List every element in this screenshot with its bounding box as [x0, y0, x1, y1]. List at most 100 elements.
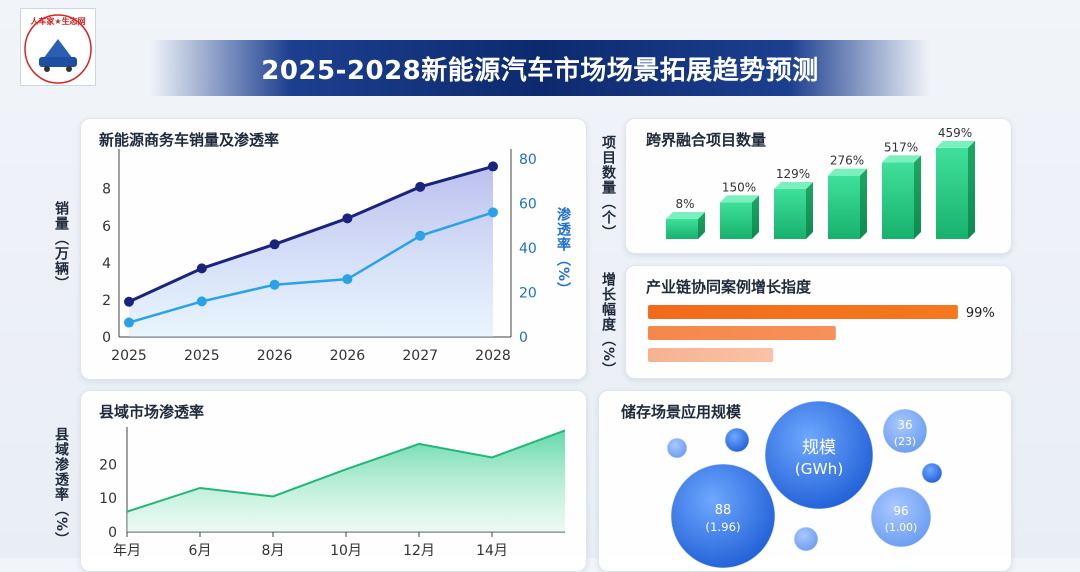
point-sales: [124, 296, 134, 307]
bubble: [793, 526, 819, 552]
y-tick-label: 2: [102, 293, 111, 309]
y-axis-label-sales: 销量（万辆）: [53, 201, 69, 291]
hbar: [648, 348, 774, 362]
hbar: [648, 326, 836, 340]
bar-label: 129%: [776, 167, 810, 181]
y2-tick-label: 40: [519, 241, 537, 257]
chart-county: 0 10 20 年月 6月 8月 10月 12月 14月: [99, 427, 566, 559]
bubble-label: 规模: [802, 438, 836, 458]
bar: [774, 189, 806, 239]
point-sales: [488, 161, 498, 172]
bar-top: [720, 195, 759, 203]
bar-label: 276%: [830, 154, 864, 168]
y2-tick-label: 80: [519, 152, 537, 168]
panel-synergy: 产业链协同案例增长指度 增长幅度（%） 99%: [600, 265, 1012, 379]
x-tick-label: 12月: [403, 543, 435, 559]
bar: [666, 219, 698, 239]
chart-storage: 规模 (GWh) 88 (1.96) 36 (23) 96 (1.00): [666, 400, 943, 569]
y2-tick-label: 20: [519, 286, 537, 302]
bar-side: [752, 195, 759, 239]
y-tick-label: 4: [102, 256, 111, 272]
bar-label: 150%: [722, 180, 756, 194]
title-banner: 2025-2028新能源汽车市场场景拓展趋势预测: [150, 40, 930, 96]
bubble-label: 96: [893, 504, 908, 518]
bar-top: [936, 140, 975, 148]
bar-side: [914, 155, 921, 239]
bar: [936, 147, 968, 239]
panel-commercial: 新能源商务车销量及渗透率 销量（万辆） 渗透率（%） 0 2 4 6 8 0 20 40 60 8…: [53, 118, 587, 380]
bar-top: [882, 155, 921, 163]
bar-side: [968, 140, 975, 239]
point-sales: [342, 213, 353, 224]
panel-title-crossover: 跨界融合项目数量: [646, 131, 767, 149]
bar-label: 459%: [938, 126, 972, 140]
bar-top: [828, 168, 867, 176]
hbar-label: 99%: [966, 306, 995, 321]
y-tick-label: 0: [102, 330, 111, 346]
point-penetration: [488, 207, 498, 218]
x-tick-label: 10月: [330, 543, 362, 559]
panel-title-commercial: 新能源商务车销量及渗透率: [99, 131, 280, 149]
hbar: [648, 305, 958, 319]
x-tick-label: 2025: [111, 348, 147, 364]
x-tick-label: 2025: [184, 348, 220, 364]
x-tick-label: 2026: [257, 348, 293, 364]
bubble-sublabel: (GWh): [795, 460, 844, 478]
x-tick-label: 14月: [476, 543, 508, 559]
x-tick-label: 年月: [113, 543, 141, 559]
bar-label: 8%: [675, 197, 694, 211]
area-county: [127, 430, 565, 532]
x-tick-label: 6月: [189, 543, 212, 559]
point-penetration: [124, 317, 134, 328]
series-line-penetration: [128, 211, 494, 324]
y2-tick-label: 0: [519, 330, 528, 346]
series-line-sales: [128, 164, 494, 304]
bar-top: [666, 212, 705, 219]
bubble-sublabel: (1.96): [705, 520, 740, 534]
point-penetration: [342, 274, 353, 285]
y2-axis-label-penetration: 渗透率（%）: [555, 207, 571, 298]
bar: [882, 162, 914, 239]
series-line-county: [126, 429, 566, 513]
y-axis-label-growth: 增长幅度（%）: [600, 272, 616, 378]
bubble: [764, 400, 874, 510]
area-sales: [129, 166, 493, 337]
logo: 人车家★生态网: [20, 8, 96, 86]
y-tick-label: 8: [102, 182, 111, 198]
panel-crossover: 跨界融合项目数量 项目数量（个） 8% 150% 129% 276% 517% 459%: [600, 118, 1012, 254]
panel-title-synergy: 产业链协同案例增长指度: [646, 278, 812, 296]
x-tick-label: 2027: [402, 348, 438, 364]
bar-side: [860, 168, 867, 239]
point-penetration: [269, 279, 280, 290]
x-tick-label: 2028: [475, 348, 511, 364]
point-penetration: [196, 296, 207, 307]
bubble: [870, 486, 932, 548]
y-tick-label: 20: [99, 457, 117, 473]
bubble-sublabel: (23): [894, 435, 916, 448]
bar-side: [806, 182, 813, 239]
y-tick-label: 6: [102, 219, 111, 235]
bubble: [666, 437, 688, 459]
point-penetration: [415, 230, 426, 241]
y-tick-label: 10: [99, 491, 117, 507]
bar: [720, 202, 752, 239]
chart-synergy: 99%: [648, 305, 995, 362]
bubble-label: 88: [715, 503, 732, 518]
panel-title-county: 县域市场渗透率: [99, 403, 205, 421]
chart-crossover: 8% 150% 129% 276% 517% 459%: [666, 126, 975, 239]
bar-label: 517%: [884, 140, 918, 154]
logo-text: 人车家★生态网: [30, 16, 85, 26]
point-sales: [415, 181, 426, 192]
bar-side: [698, 212, 705, 239]
bubble: [921, 462, 943, 484]
logo-graphic: 人车家★生态网: [24, 14, 92, 84]
bubble: [882, 408, 928, 454]
x-tick-label: 2026: [330, 348, 366, 364]
bar-top: [774, 182, 813, 189]
y-tick-label: 0: [108, 525, 117, 541]
page-title: 2025-2028新能源汽车市场场景拓展趋势预测: [261, 55, 819, 86]
point-sales: [196, 263, 207, 274]
point-sales: [269, 239, 280, 250]
y2-tick-label: 60: [519, 197, 537, 213]
